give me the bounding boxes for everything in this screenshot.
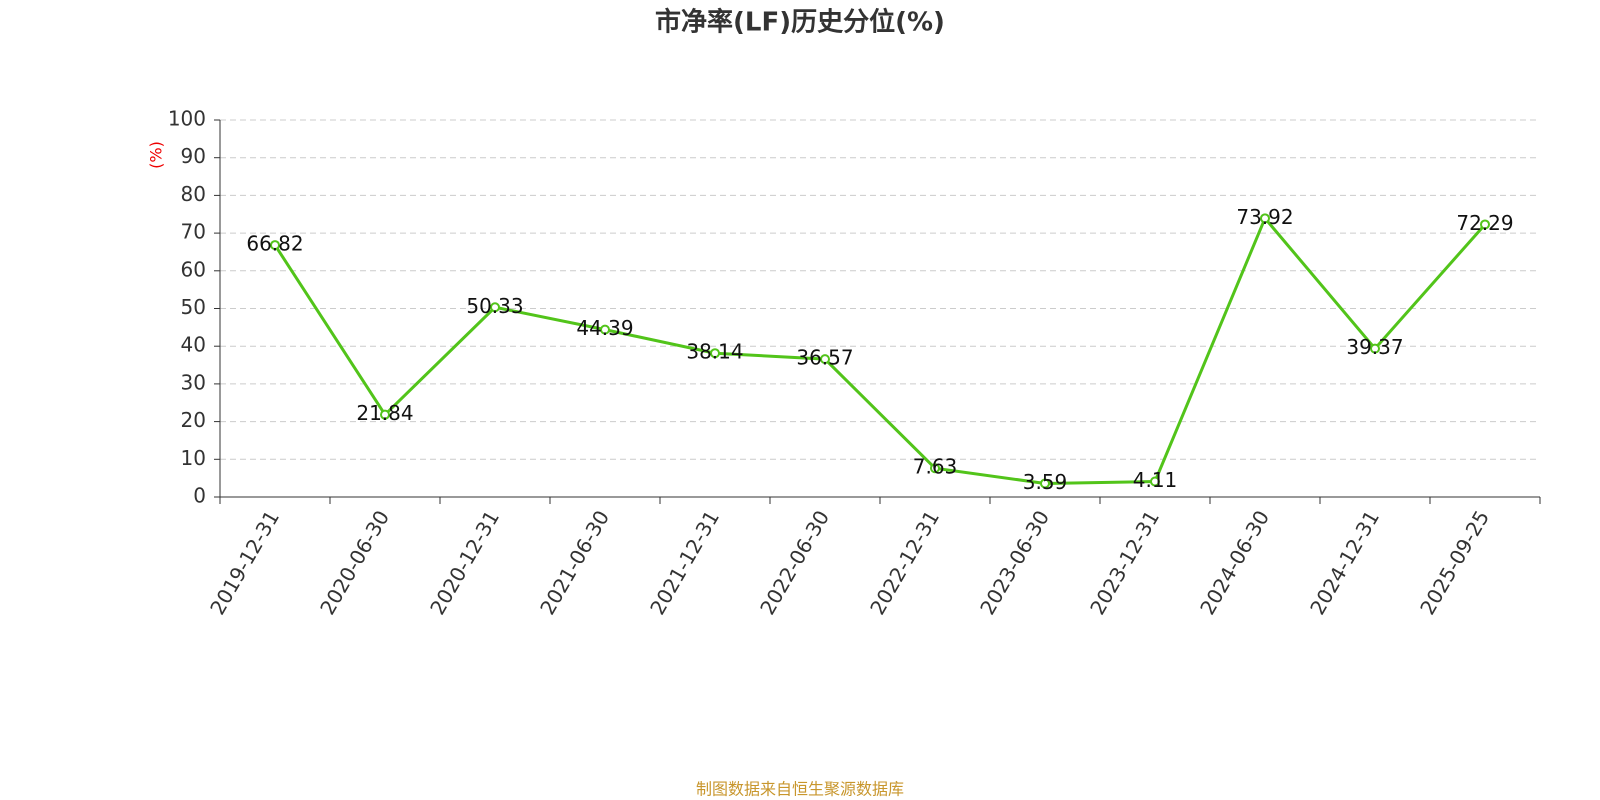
point [820, 354, 830, 365]
x-tick-label: 2023-06-30 [975, 506, 1054, 619]
y-tick-label: 10 [181, 446, 206, 470]
data-label: 36.57 [796, 346, 853, 370]
data-label: 50.33 [466, 294, 523, 318]
y-tick-label: 30 [181, 370, 206, 394]
source-note: 制图数据来自恒生聚源数据库 [696, 780, 904, 799]
point [1480, 219, 1490, 230]
data-label: 44.39 [576, 316, 633, 340]
x-tick-label: 2024-06-30 [1195, 506, 1274, 619]
point [710, 348, 720, 359]
y-tick-label: 40 [181, 333, 206, 357]
data-label: 39.37 [1346, 335, 1403, 359]
line [273, 215, 1487, 485]
y-axis-label: (%) [147, 141, 166, 169]
x-tick-label: 2021-06-30 [535, 506, 614, 619]
data-label: 21.84 [356, 401, 413, 425]
point [1370, 343, 1380, 354]
x-tick-label: 2019-12-31 [205, 506, 284, 619]
data-label: 38.14 [686, 340, 743, 364]
y-tick-label: 90 [181, 144, 206, 168]
point [930, 463, 940, 474]
point [1260, 213, 1270, 224]
data-label: 3.59 [1023, 470, 1068, 494]
point [270, 240, 280, 251]
y-tick-label: 100 [168, 107, 206, 131]
x-tick-label: 2022-12-31 [865, 506, 944, 619]
point [1150, 476, 1160, 487]
point [380, 409, 390, 420]
x-tick-label: 2023-12-31 [1085, 506, 1164, 619]
x-tick-label: 2021-12-31 [645, 506, 724, 619]
x-tick-label: 2024-12-31 [1305, 506, 1384, 619]
point [490, 302, 500, 313]
data-label: 72.29 [1456, 211, 1513, 235]
y-tick-label: 70 [181, 220, 206, 244]
data-label: 66.82 [246, 232, 303, 256]
data-label: 4.11 [1133, 468, 1178, 492]
data-label: 73.92 [1236, 205, 1293, 229]
y-tick-label: 20 [181, 408, 206, 432]
y-tick-label: 0 [193, 484, 206, 508]
x-tick-label: 2020-06-30 [315, 506, 394, 619]
point [1040, 478, 1050, 489]
x-tick-label: 2025-09-25 [1415, 506, 1494, 619]
y-tick-label: 50 [181, 295, 206, 319]
chart-title: 市净率(LF)历史分位(%) [655, 7, 945, 38]
y-tick-label: 80 [181, 182, 206, 206]
x-tick-label: 2020-12-31 [425, 506, 504, 619]
x-tick-label: 2022-06-30 [755, 506, 834, 619]
point [600, 324, 610, 335]
data-label: 7.63 [913, 455, 958, 479]
y-tick-label: 60 [181, 257, 206, 281]
